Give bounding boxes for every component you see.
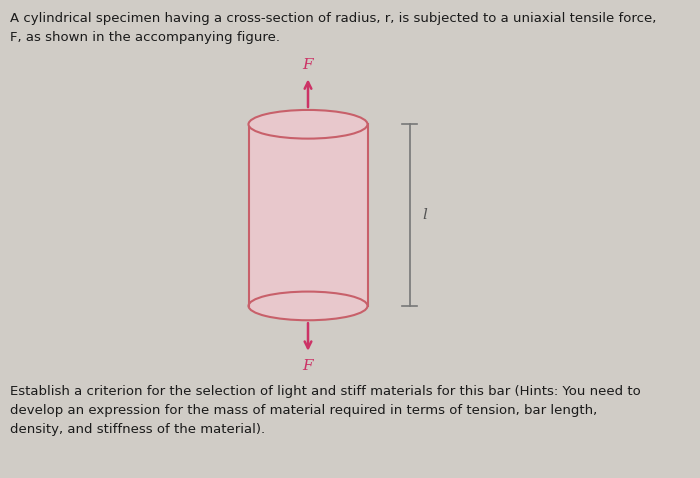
Text: F: F <box>302 58 314 72</box>
Text: density, and stiffness of the material).: density, and stiffness of the material). <box>10 423 265 436</box>
Text: l: l <box>422 208 427 222</box>
Text: A cylindrical specimen having a cross-section of radius, r, is subjected to a un: A cylindrical specimen having a cross-se… <box>10 12 657 25</box>
Text: develop an expression for the mass of material required in terms of tension, bar: develop an expression for the mass of ma… <box>10 404 598 417</box>
Ellipse shape <box>248 292 368 320</box>
Polygon shape <box>248 124 368 306</box>
Text: F, as shown in the accompanying figure.: F, as shown in the accompanying figure. <box>10 31 281 44</box>
Text: Establish a criterion for the selection of light and stiff materials for this ba: Establish a criterion for the selection … <box>10 385 641 398</box>
Ellipse shape <box>248 110 368 139</box>
Text: F: F <box>302 358 314 372</box>
